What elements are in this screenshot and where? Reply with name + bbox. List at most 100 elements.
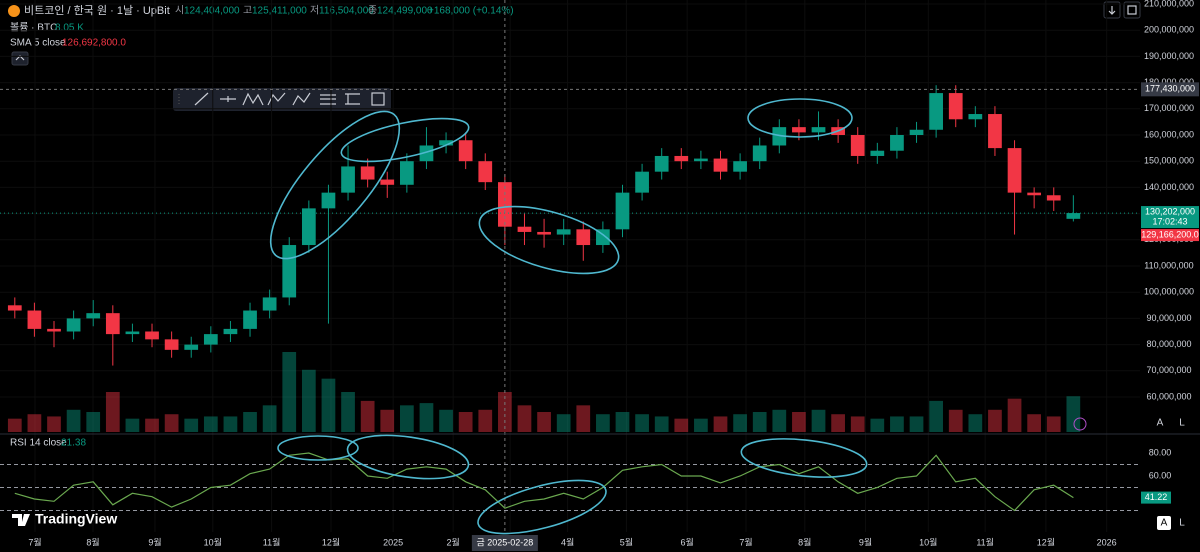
logo-icon (12, 514, 30, 526)
candle-body (439, 140, 453, 146)
candle-body (203, 334, 218, 345)
maximize-icon (1127, 5, 1137, 15)
volume-bar (772, 409, 787, 432)
volume-bar (890, 416, 904, 432)
tool-elliott[interactable] (292, 92, 311, 106)
candle-body (243, 310, 257, 329)
volume-bar (576, 405, 591, 432)
annotation-ellipse (478, 205, 620, 275)
log-scale-button[interactable]: L (1179, 418, 1185, 429)
rsi-log-button[interactable]: L (1179, 518, 1185, 529)
collapse-button[interactable] (11, 51, 29, 66)
x-tick-label: 12월 (322, 536, 340, 547)
y-tick-label: 180,000,000 (1144, 77, 1194, 87)
y-tick-label: 200,000,000 (1144, 25, 1194, 35)
candle-body (341, 166, 355, 193)
candle-body (125, 331, 140, 335)
y-tick-label: 190,000,000 (1144, 51, 1194, 61)
candle-body (360, 166, 375, 180)
tool-pattern[interactable] (242, 92, 264, 106)
volume-bar (145, 418, 159, 432)
volume-bar (105, 392, 120, 432)
rsi-value-tag (1141, 491, 1171, 504)
alert-icon[interactable] (1073, 417, 1087, 431)
crosshair-x-label: 금 2025-02-28 (476, 537, 533, 547)
scroll-icon (1108, 6, 1116, 15)
tool-fib[interactable] (320, 94, 336, 105)
volume-bar (203, 416, 218, 432)
volume-bar (596, 414, 610, 432)
candle-body (674, 155, 689, 162)
last-price-tag (1141, 206, 1199, 229)
candle-body (733, 161, 747, 172)
x-tick-label: 9월 (148, 536, 161, 547)
tool-rect[interactable] (371, 92, 385, 106)
annotation-ellipse (477, 479, 607, 535)
last-price-label: 130,202,000 (1145, 206, 1195, 216)
volume-bar (733, 414, 747, 432)
volume-bar (184, 418, 199, 432)
candle-body (184, 344, 199, 350)
tool-range[interactable] (345, 93, 360, 105)
volume-bar (282, 352, 297, 432)
x-tick-label: 10월 (919, 536, 937, 547)
volume-bar (792, 412, 806, 432)
high-label: 고 (243, 6, 252, 17)
y-tick-label: 210,000,000 (1144, 0, 1194, 8)
annotation-ellipse (346, 434, 470, 480)
candle-body (1066, 213, 1081, 219)
x-tick-label: 11월 (976, 536, 994, 547)
annotation-ellipse (747, 98, 853, 138)
volume-bar (615, 412, 630, 432)
auto-scale-button[interactable]: A (1157, 418, 1164, 429)
volume-bar (1027, 414, 1042, 432)
x-tick-label: 6월 (681, 536, 694, 547)
x-tick-label: 7월 (739, 536, 752, 547)
x-tick-label: 2025 (383, 537, 403, 547)
volume-bar (988, 409, 1002, 432)
candle-body (478, 161, 493, 183)
crosshair-y-tag (1141, 82, 1199, 97)
x-tick-label: 5월 (620, 536, 633, 547)
candle-body (929, 93, 943, 130)
toolbar-bg (173, 88, 391, 111)
volume-bar (7, 418, 22, 432)
volume-bar (1046, 416, 1061, 432)
y-tick-label: 60,000,000 (1146, 391, 1191, 401)
volume-bar (439, 409, 453, 432)
volume-bar (458, 412, 473, 432)
candle-body (968, 114, 983, 120)
tool-path[interactable] (267, 92, 286, 106)
volume-bar (811, 409, 826, 432)
candle-body (458, 140, 473, 162)
x-tick-label: 7월 (28, 536, 41, 547)
volume-bar (360, 400, 375, 432)
volume-bar (478, 409, 493, 432)
y-tick-label: 90,000,000 (1146, 313, 1191, 323)
candle-body (145, 331, 159, 340)
coin-icon (8, 5, 20, 17)
candle-body (223, 328, 238, 335)
volume-bar (831, 414, 845, 432)
volume-bar (86, 412, 101, 432)
y-tick-label: 150,000,000 (1144, 156, 1194, 166)
candle-body (262, 297, 277, 311)
rsi-tick-label: 60.00 (1149, 470, 1172, 480)
volume-bar (243, 412, 257, 432)
volume-bar (635, 414, 649, 432)
x-tick-label: 10월 (204, 536, 222, 547)
y-tick-label: 70,000,000 (1146, 365, 1191, 375)
tool-trendline[interactable] (194, 92, 209, 106)
tool-horizontal[interactable] (220, 96, 236, 102)
candle-body (105, 313, 120, 335)
rsi-auto-button[interactable]: A (1161, 518, 1168, 529)
candle-body (556, 229, 571, 235)
candle-body (654, 155, 669, 172)
rsi-line (14, 452, 1074, 512)
rsi-legend-value: 21.38 (61, 438, 86, 449)
logo-text: TradingView (35, 511, 117, 527)
logo: TradingView (12, 511, 117, 527)
x-tick-label: 11월 (263, 536, 281, 547)
volume-bar (909, 416, 924, 432)
